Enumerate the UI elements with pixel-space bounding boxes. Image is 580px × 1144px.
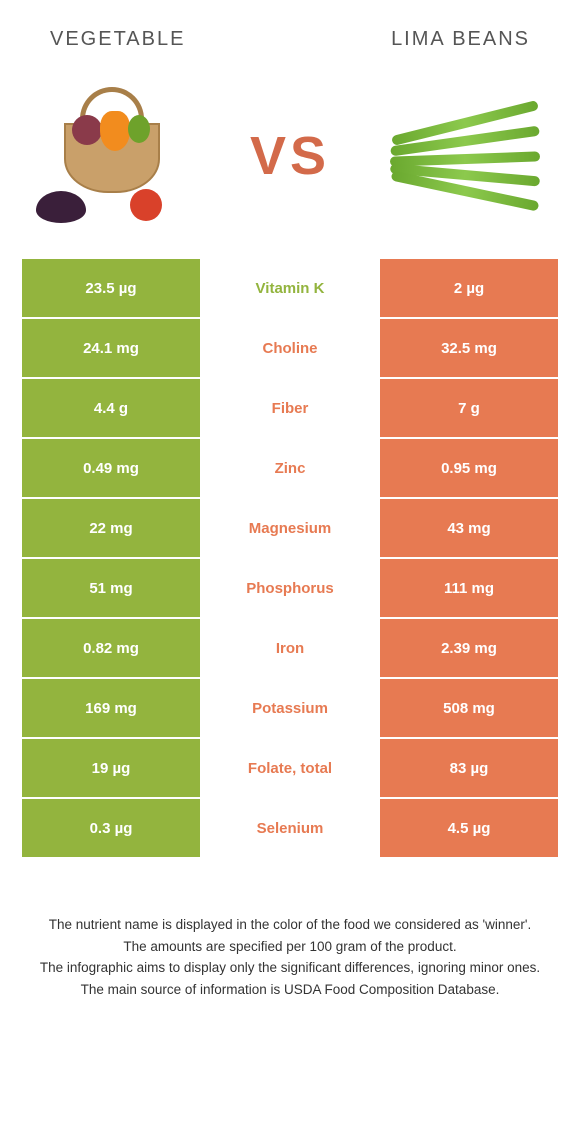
right-value: 43 mg <box>380 499 558 557</box>
table-row: 0.3 µgSelenium4.5 µg <box>22 799 558 859</box>
footnotes: The nutrient name is displayed in the co… <box>0 859 580 999</box>
left-value: 23.5 µg <box>22 259 200 317</box>
left-value: 0.3 µg <box>22 799 200 857</box>
left-value: 0.82 mg <box>22 619 200 677</box>
right-value: 7 g <box>380 379 558 437</box>
nutrient-table: 23.5 µgVitamin K2 µg24.1 mgCholine32.5 m… <box>22 259 558 859</box>
nutrient-name: Magnesium <box>200 499 380 557</box>
right-value: 2 µg <box>380 259 558 317</box>
footnote-line: The nutrient name is displayed in the co… <box>28 915 552 935</box>
left-value: 0.49 mg <box>22 439 200 497</box>
table-row: 0.82 mgIron2.39 mg <box>22 619 558 679</box>
table-row: 0.49 mgZinc0.95 mg <box>22 439 558 499</box>
table-row: 24.1 mgCholine32.5 mg <box>22 319 558 379</box>
title-left: Vegetable <box>50 28 185 51</box>
nutrient-name: Phosphorus <box>200 559 380 617</box>
title-right: Lima beans <box>391 28 530 51</box>
left-value: 169 mg <box>22 679 200 737</box>
left-value: 51 mg <box>22 559 200 617</box>
nutrient-name: Selenium <box>200 799 380 857</box>
left-value: 22 mg <box>22 499 200 557</box>
vs-label: VS <box>250 125 330 187</box>
nutrient-name: Potassium <box>200 679 380 737</box>
table-row: 51 mgPhosphorus111 mg <box>22 559 558 619</box>
nutrient-name: Zinc <box>200 439 380 497</box>
hero: VS <box>0 61 580 259</box>
nutrient-name: Choline <box>200 319 380 377</box>
right-value: 2.39 mg <box>380 619 558 677</box>
nutrient-name: Iron <box>200 619 380 677</box>
right-value: 111 mg <box>380 559 558 617</box>
table-row: 23.5 µgVitamin K2 µg <box>22 259 558 319</box>
right-value: 508 mg <box>380 679 558 737</box>
left-value: 4.4 g <box>22 379 200 437</box>
lima-beans-image <box>380 81 550 231</box>
footnote-line: The amounts are specified per 100 gram o… <box>28 937 552 957</box>
footnote-line: The main source of information is USDA F… <box>28 980 552 1000</box>
left-value: 19 µg <box>22 739 200 797</box>
nutrient-name: Folate, total <box>200 739 380 797</box>
table-row: 22 mgMagnesium43 mg <box>22 499 558 559</box>
right-value: 83 µg <box>380 739 558 797</box>
footnote-line: The infographic aims to display only the… <box>28 958 552 978</box>
table-row: 169 mgPotassium508 mg <box>22 679 558 739</box>
header: Vegetable Lima beans <box>0 0 580 61</box>
nutrient-name: Vitamin K <box>200 259 380 317</box>
table-row: 19 µgFolate, total83 µg <box>22 739 558 799</box>
right-value: 4.5 µg <box>380 799 558 857</box>
table-row: 4.4 gFiber7 g <box>22 379 558 439</box>
right-value: 32.5 mg <box>380 319 558 377</box>
left-value: 24.1 mg <box>22 319 200 377</box>
vegetable-image <box>30 81 200 231</box>
nutrient-name: Fiber <box>200 379 380 437</box>
right-value: 0.95 mg <box>380 439 558 497</box>
